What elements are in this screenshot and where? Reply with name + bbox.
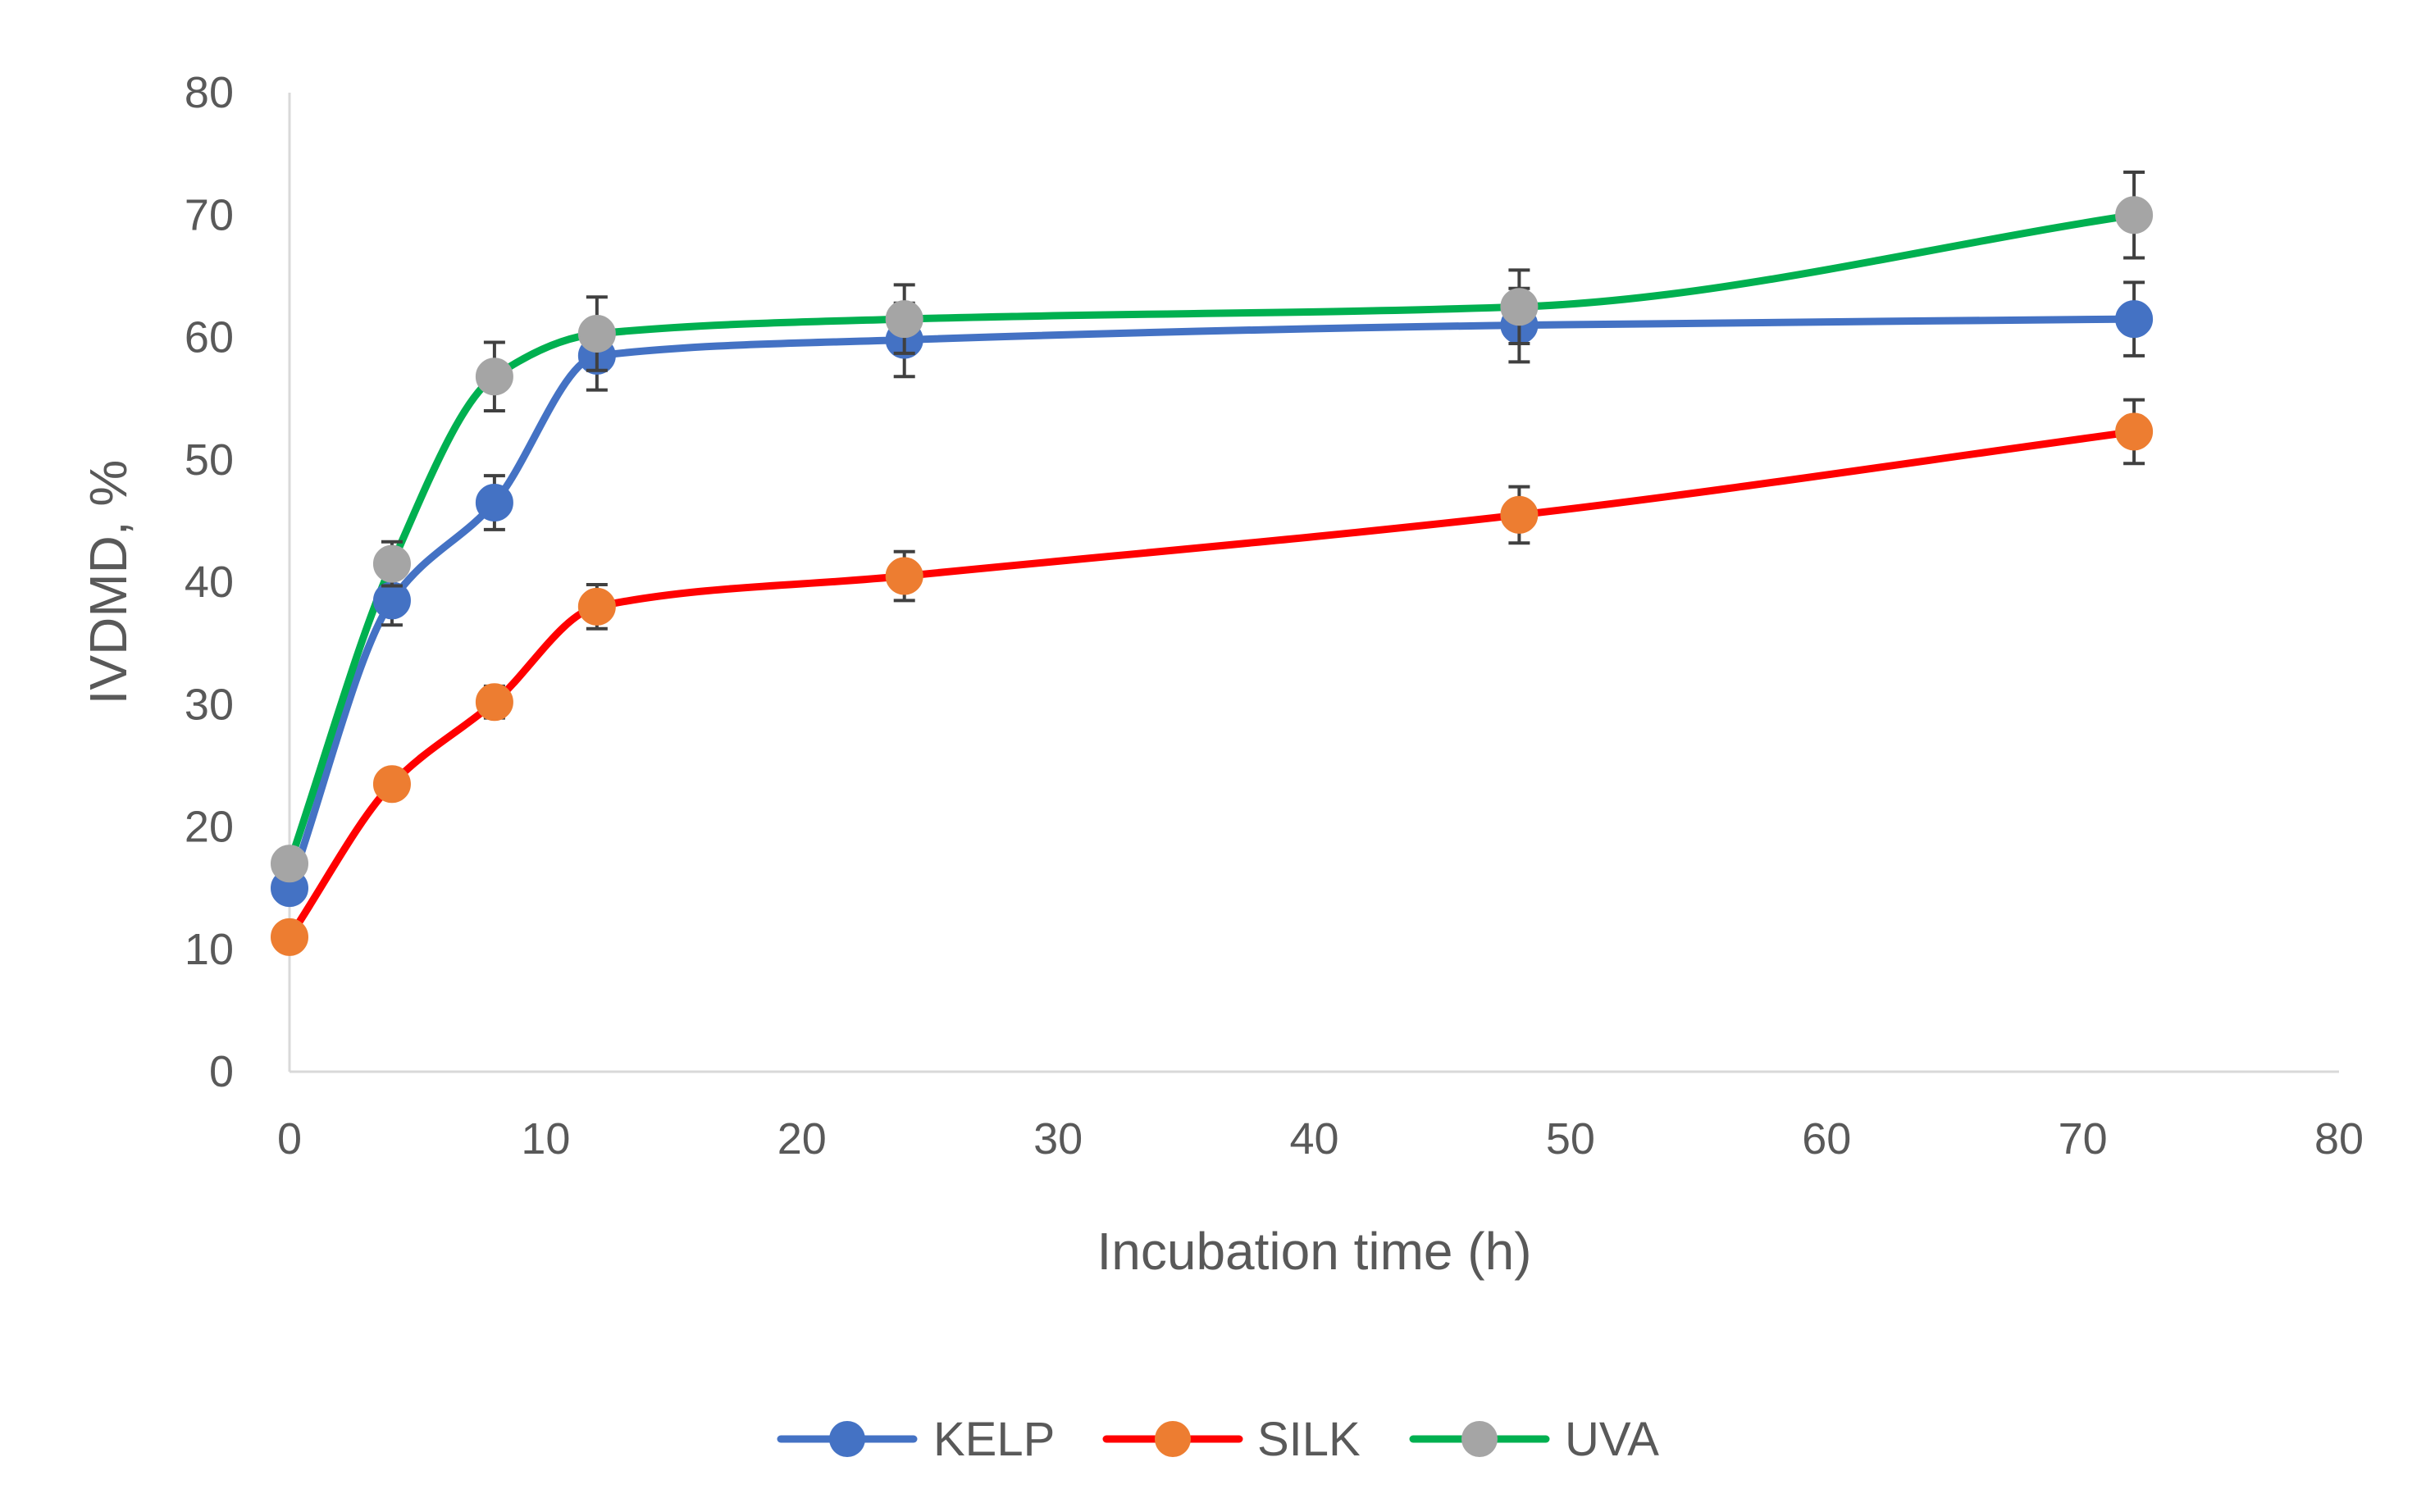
- y-tick-label: 20: [185, 803, 234, 852]
- y-tick-label: 50: [185, 435, 234, 485]
- y-tick-label: 10: [185, 925, 234, 974]
- legend-item-silk: SILK: [1102, 1413, 1361, 1466]
- data-point-silk: [2115, 412, 2154, 451]
- y-tick-label: 70: [185, 190, 234, 239]
- data-point-silk: [1500, 495, 1539, 534]
- data-point-uva: [577, 315, 616, 353]
- data-point-silk: [577, 587, 616, 626]
- y-tick-label: 30: [185, 680, 234, 729]
- data-point-kelp: [2115, 300, 2154, 339]
- data-point-silk: [885, 557, 923, 595]
- data-point-kelp: [475, 483, 513, 521]
- x-tick-label: 40: [1289, 1114, 1338, 1164]
- legend-item-uva: UVA: [1409, 1413, 1659, 1466]
- data-point-uva: [1500, 288, 1539, 326]
- x-tick-label: 50: [1546, 1114, 1595, 1164]
- x-tick-label: 30: [1033, 1114, 1083, 1164]
- y-tick-label: 40: [185, 558, 234, 607]
- x-tick-label: 70: [2059, 1114, 2108, 1164]
- data-point-silk: [271, 918, 308, 956]
- y-tick-label: 60: [185, 313, 234, 362]
- legend: KELP SILK UVA: [777, 1413, 1659, 1466]
- legend-marker-silk: [1155, 1421, 1191, 1457]
- legend-item-kelp: KELP: [777, 1413, 1055, 1466]
- series-line-silk: [285, 427, 2138, 941]
- data-point-uva: [885, 300, 923, 339]
- x-axis-title: Incubation time (h): [1097, 1222, 1531, 1281]
- data-point-uva: [271, 845, 308, 883]
- legend-marker-uva: [1461, 1421, 1498, 1457]
- data-point-silk: [475, 683, 513, 722]
- x-tick-label: 80: [2314, 1114, 2364, 1164]
- x-tick-label: 0: [277, 1114, 302, 1164]
- x-tick-label: 10: [521, 1114, 570, 1164]
- x-tick-label: 60: [1802, 1114, 1851, 1164]
- legend-label-uva: UVA: [1565, 1413, 1659, 1466]
- x-tick-label: 20: [777, 1114, 827, 1164]
- y-tick-label: 0: [209, 1047, 234, 1096]
- series-line-kelp: [285, 315, 2138, 892]
- series-line-uva: [285, 211, 2138, 868]
- axes: 0 10 20 30 40 50 60 70 80 0 10 20 30 40 50 60 70 80: [185, 68, 2364, 1164]
- data-point-uva: [372, 544, 411, 583]
- legend-label-kelp: KELP: [933, 1413, 1055, 1466]
- data-point-uva: [475, 358, 513, 396]
- data-point-silk: [372, 765, 411, 804]
- series-layer: [271, 171, 2154, 956]
- legend-label-silk: SILK: [1257, 1413, 1361, 1466]
- data-point-kelp: [372, 581, 411, 620]
- data-point-uva: [2115, 196, 2154, 235]
- legend-marker-kelp: [829, 1421, 865, 1457]
- y-axis-title: IVDMD, %: [79, 460, 138, 705]
- y-tick-label: 80: [185, 68, 234, 117]
